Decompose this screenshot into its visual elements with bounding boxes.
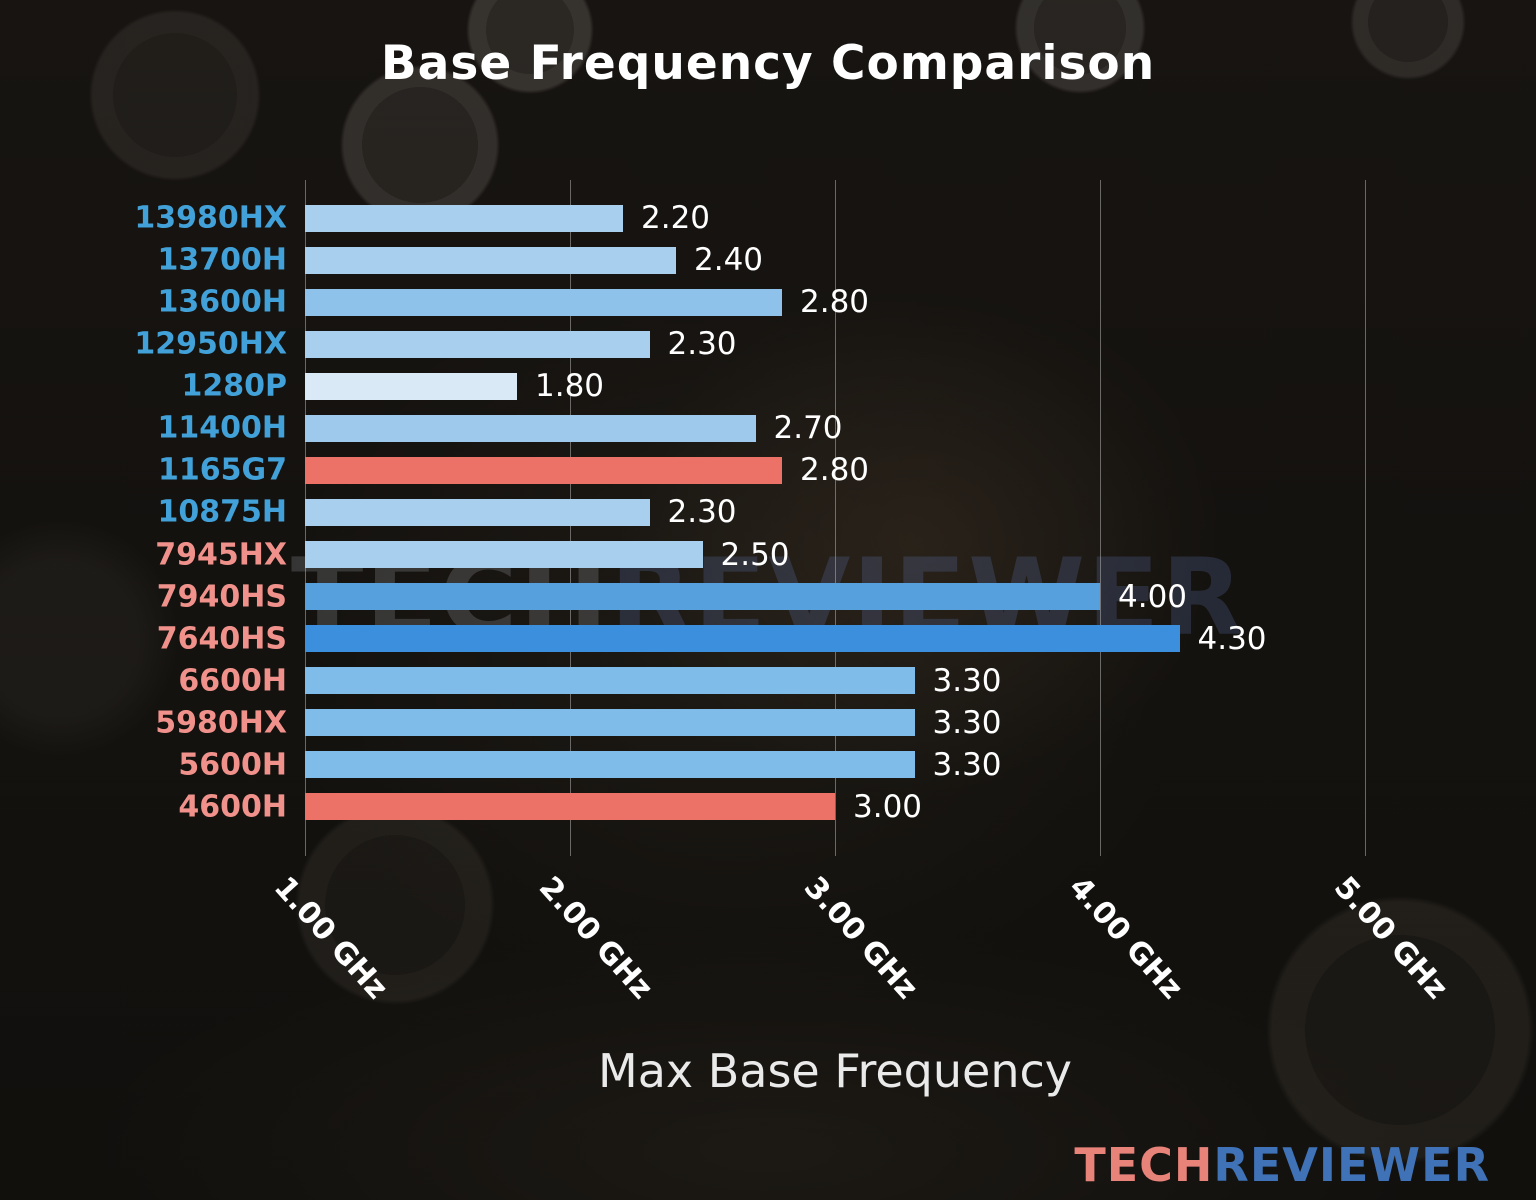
- value-label: 1.80: [535, 368, 605, 405]
- bar-row: 4600H 3.00: [178, 789, 1365, 825]
- bar: [305, 793, 835, 821]
- bar-row: 10875H 2.30: [158, 494, 1365, 530]
- category-label: 7940HS: [156, 579, 287, 615]
- value-label: 3.00: [853, 788, 923, 825]
- value-label: 2.30: [667, 326, 737, 363]
- plot-area: 1.00 GHz 2.00 GHz 3.00 GHz 4.00 GHz 5.00 GHz…: [134, 180, 1454, 1006]
- category-label: 13700H: [157, 242, 287, 278]
- value-label: 3.30: [932, 662, 1002, 699]
- category-label: 1165G7: [158, 452, 287, 488]
- value-label: 4.30: [1197, 620, 1267, 657]
- value-label: 2.80: [800, 452, 870, 489]
- category-label: 13980HX: [134, 200, 287, 236]
- bar: [305, 246, 676, 274]
- logo-tech: TECH: [1074, 1138, 1214, 1192]
- bar-row: 13700H 2.40: [158, 242, 1365, 278]
- category-label: 12950HX: [134, 326, 287, 362]
- value-label: 3.30: [932, 746, 1002, 783]
- value-label: 2.20: [641, 200, 711, 236]
- category-label: 10875H: [157, 494, 287, 530]
- bar-row: 12950HX 2.30: [134, 326, 1365, 362]
- bar: [305, 288, 782, 316]
- techreviewer-logo: TECHREVIEWER: [1074, 1138, 1490, 1192]
- bar: [305, 583, 1100, 611]
- bar-row: 5600H 3.30: [178, 747, 1365, 783]
- value-label: 2.70: [773, 410, 843, 447]
- bar: [305, 498, 650, 526]
- category-label: 13600H: [157, 284, 287, 320]
- bar: [305, 456, 782, 484]
- category-label: 7640HS: [156, 621, 287, 657]
- value-label: 2.30: [667, 494, 737, 531]
- bar: [305, 667, 915, 695]
- value-label: 4.00: [1118, 578, 1188, 615]
- category-label: 7945HX: [155, 537, 287, 573]
- bar: [305, 204, 623, 232]
- value-label: 2.40: [694, 242, 764, 279]
- bar: [305, 625, 1180, 653]
- bar: [305, 372, 517, 400]
- gridline: [835, 180, 836, 856]
- category-label: 5980HX: [155, 705, 287, 741]
- x-axis-title: Max Base Frequency: [598, 1044, 1072, 1098]
- category-label: 1280P: [181, 368, 287, 404]
- bar: [305, 751, 915, 779]
- category-label: 6600H: [178, 663, 287, 699]
- bar: [305, 709, 915, 737]
- bar-row: 5980HX 3.30: [155, 705, 1365, 741]
- bar-row: 7640HS 4.30: [157, 621, 1365, 657]
- bar-row: 1280P 1.80: [182, 368, 1365, 404]
- bar-row: 11400H 2.70: [158, 410, 1365, 446]
- bar-row: 13600H 2.80: [158, 284, 1365, 320]
- category-label: 5600H: [178, 747, 287, 783]
- bar: [305, 541, 703, 569]
- chart-title: Base Frequency Comparison: [380, 36, 1156, 91]
- logo-reviewer: REVIEWER: [1213, 1138, 1490, 1192]
- bar-row: 7940HS 4.00: [157, 579, 1365, 615]
- value-label: 3.30: [932, 704, 1002, 741]
- bar-row: 1165G7 2.80: [158, 452, 1365, 488]
- bar: [305, 414, 756, 442]
- bar: [305, 330, 650, 358]
- gridline: [1365, 180, 1366, 856]
- bar-row: 13980HX 2.20: [134, 200, 1365, 236]
- category-label: 11400H: [157, 410, 287, 446]
- category-label: 4600H: [178, 789, 287, 825]
- bar-row: 6600H 3.30: [178, 663, 1365, 699]
- value-label: 2.80: [800, 284, 870, 321]
- gridline: [1100, 180, 1101, 856]
- bar-row: 7945HX 2.50: [155, 537, 1365, 573]
- value-label: 2.50: [720, 536, 790, 573]
